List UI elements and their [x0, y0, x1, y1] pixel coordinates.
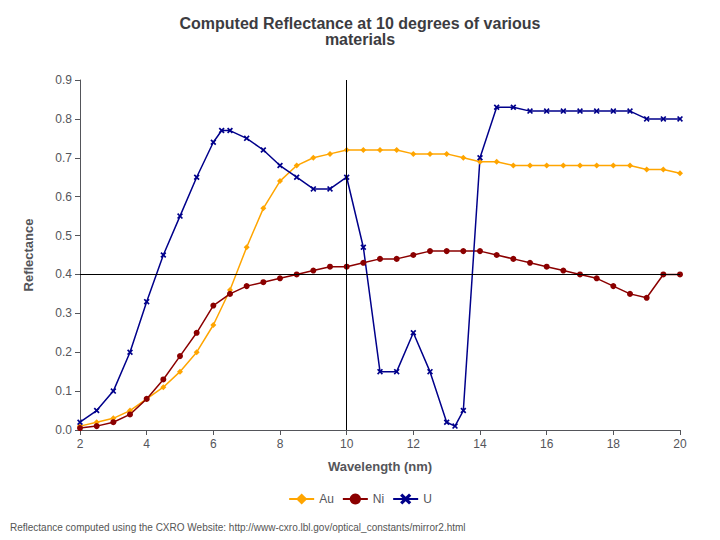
- svg-text:0.9: 0.9: [55, 73, 72, 87]
- svg-text:0.6: 0.6: [55, 190, 72, 204]
- svg-text:Reflectance computed using the: Reflectance computed using the CXRO Webs…: [10, 522, 466, 533]
- svg-text:Ni: Ni: [373, 492, 384, 506]
- svg-text:Reflectance: Reflectance: [21, 219, 36, 292]
- svg-text:0.8: 0.8: [55, 112, 72, 126]
- svg-text:0.5: 0.5: [55, 229, 72, 243]
- svg-text:6: 6: [210, 437, 217, 451]
- svg-text:0.2: 0.2: [55, 345, 72, 359]
- svg-text:U: U: [423, 492, 432, 506]
- svg-text:4: 4: [143, 437, 150, 451]
- svg-text:Computed Reflectance at 10 deg: Computed Reflectance at 10 degrees of va…: [180, 15, 541, 32]
- svg-text:0.7: 0.7: [55, 151, 72, 165]
- svg-text:Wavelength (nm): Wavelength (nm): [328, 459, 432, 474]
- svg-text:20: 20: [673, 437, 687, 451]
- svg-text:16: 16: [540, 437, 554, 451]
- svg-text:0.0: 0.0: [55, 423, 72, 437]
- svg-text:materials: materials: [325, 31, 395, 48]
- svg-text:8: 8: [277, 437, 284, 451]
- svg-text:12: 12: [407, 437, 421, 451]
- svg-text:14: 14: [473, 437, 487, 451]
- svg-text:0.1: 0.1: [55, 384, 72, 398]
- svg-text:18: 18: [607, 437, 621, 451]
- svg-text:Au: Au: [319, 492, 334, 506]
- svg-text:10: 10: [340, 437, 354, 451]
- svg-text:2: 2: [77, 437, 84, 451]
- svg-text:0.4: 0.4: [55, 267, 72, 281]
- svg-text:0.3: 0.3: [55, 306, 72, 320]
